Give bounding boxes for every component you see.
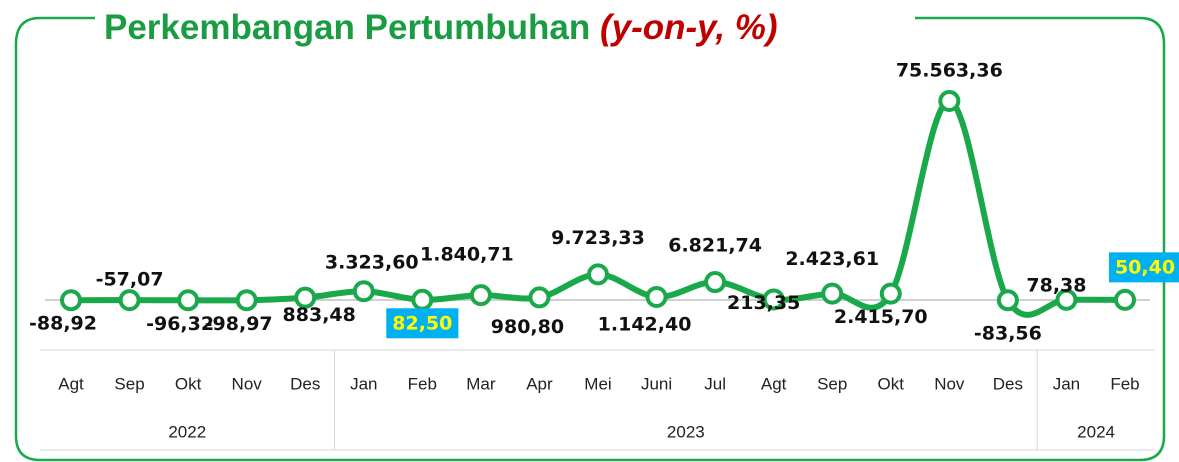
- chart-title: Perkembangan Pertumbuhan (y-on-y, %): [104, 8, 778, 47]
- x-tick-label: Des: [290, 374, 320, 393]
- data-label: 1.840,71: [420, 244, 514, 266]
- x-tick-label: Mar: [466, 374, 496, 393]
- data-label: 213,35: [727, 292, 800, 314]
- point: [118, 289, 141, 312]
- point: [469, 284, 492, 307]
- x-tick-label: Jan: [1053, 374, 1080, 393]
- point: [762, 288, 785, 311]
- group-label: 2022: [168, 422, 206, 441]
- data-label: 50,40: [1115, 256, 1175, 278]
- label-box: [386, 308, 459, 339]
- x-tick-label: Jan: [350, 374, 377, 393]
- point: [177, 289, 200, 312]
- title-note: (y-on-y, %): [600, 8, 778, 47]
- data-label: 1.142,40: [598, 313, 692, 335]
- data-label: 3.323,60: [325, 252, 419, 274]
- x-tick-label: Nov: [232, 374, 263, 393]
- point: [1055, 288, 1078, 311]
- x-tick-label: Jul: [704, 374, 726, 393]
- highlighted-label: 50,40: [1108, 252, 1179, 283]
- group-label: 2024: [1077, 422, 1115, 441]
- point: [411, 288, 434, 311]
- point: [235, 289, 258, 312]
- point: [704, 271, 727, 294]
- data-label: 75.563,36: [896, 60, 1003, 82]
- x-tick-label: Agt: [761, 374, 787, 393]
- data-label: 980,80: [491, 316, 564, 338]
- data-label: 82,50: [392, 312, 452, 334]
- x-tick-label: Apr: [526, 374, 553, 393]
- point: [352, 280, 375, 303]
- data-label: 9.723,33: [551, 227, 645, 249]
- group-label: 2023: [667, 422, 705, 441]
- data-label: 78,38: [1026, 274, 1086, 296]
- data-label: -88,92: [29, 313, 97, 335]
- point: [60, 289, 82, 312]
- data-label: 6.821,74: [668, 235, 762, 257]
- point: [645, 285, 668, 308]
- x-tick-label: Sep: [114, 374, 144, 393]
- point: [528, 286, 551, 309]
- x-tick-label: Sep: [817, 374, 847, 393]
- data-label: -96,32: [146, 313, 214, 335]
- x-tick-label: Okt: [175, 374, 202, 393]
- x-tick-label: Okt: [878, 374, 905, 393]
- point: [1114, 288, 1136, 311]
- x-tick-label: Feb: [408, 374, 437, 393]
- highlighted-label: 82,50: [386, 308, 459, 339]
- point: [294, 286, 317, 309]
- label-box: [1108, 252, 1179, 283]
- data-label: 2.423,61: [785, 248, 879, 270]
- x-tick-label: Des: [993, 374, 1023, 393]
- data-label: -83,56: [974, 323, 1042, 345]
- data-label: 883,48: [283, 304, 356, 326]
- x-tick-label: Juni: [641, 374, 672, 393]
- point: [938, 90, 961, 112]
- x-tick-label: Mei: [584, 374, 611, 393]
- title-main: Perkembangan Pertumbuhan: [104, 8, 590, 47]
- x-tick-label: Nov: [934, 374, 965, 393]
- data-label: -98,97: [205, 313, 273, 335]
- point: [587, 263, 609, 286]
- point: [996, 289, 1019, 312]
- x-tick-label: Agt: [58, 374, 84, 393]
- point: [879, 282, 902, 305]
- point: [821, 282, 844, 305]
- frame: [14, 16, 1166, 462]
- data-label: 2.415,70: [834, 306, 928, 328]
- x-tick-label: Feb: [1110, 374, 1139, 393]
- data-label: -57,07: [96, 269, 164, 291]
